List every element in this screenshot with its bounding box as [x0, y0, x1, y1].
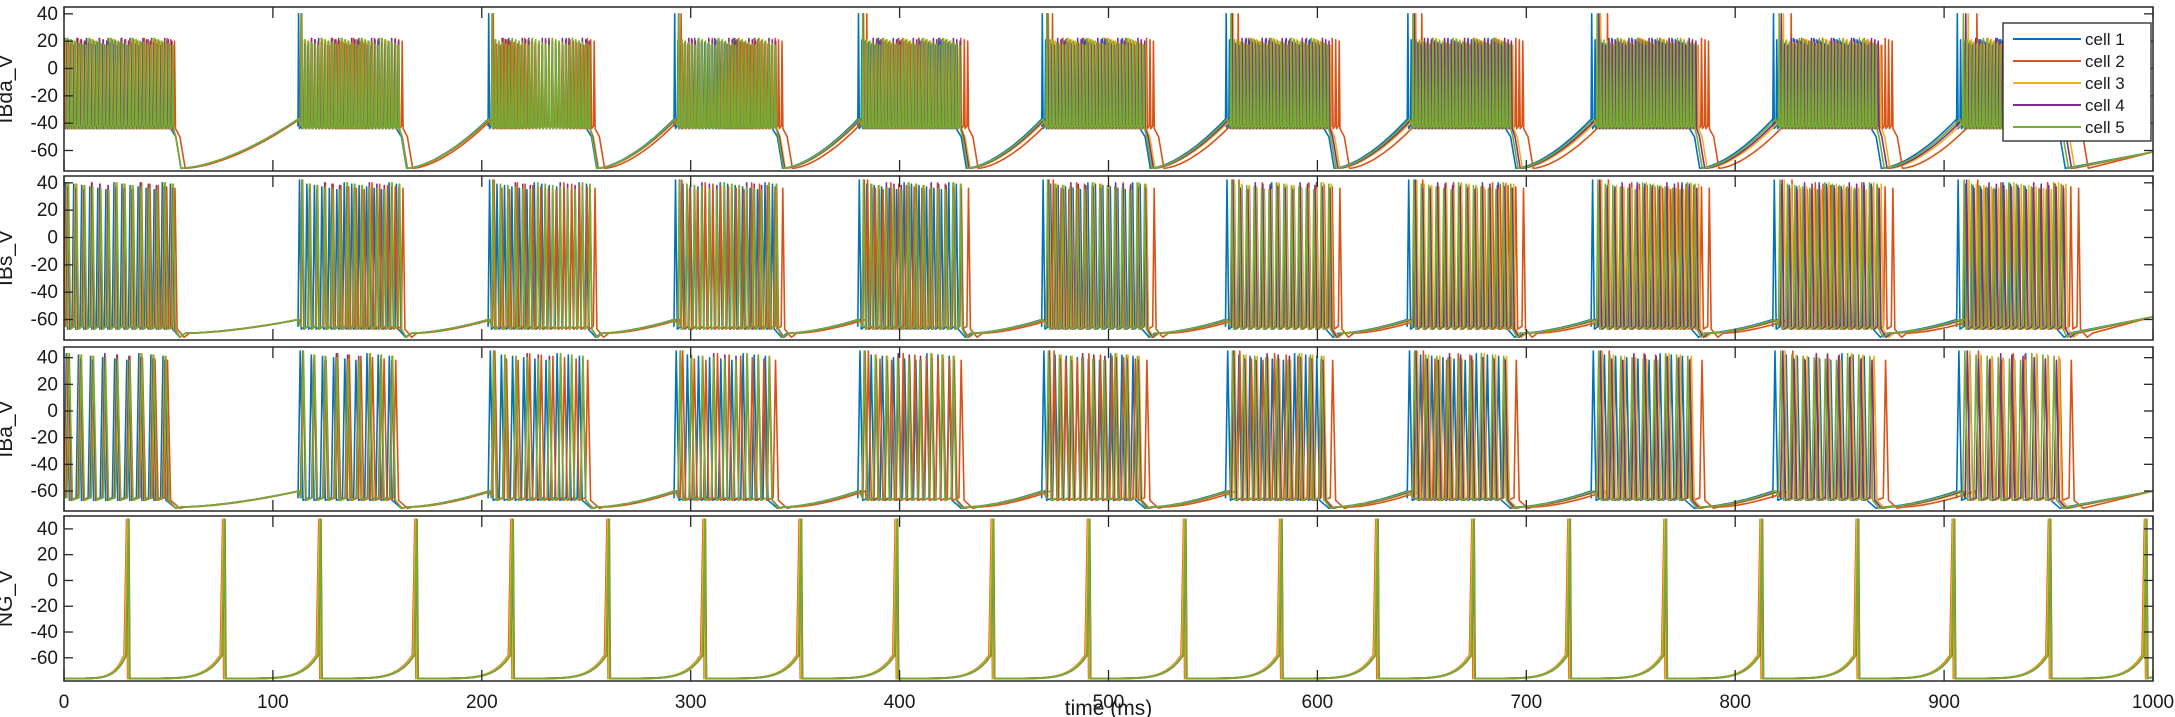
legend-entry: cell 3 — [2085, 74, 2125, 93]
x-tick-label: 900 — [1928, 692, 1960, 713]
y-tick-label: -20 — [31, 255, 58, 276]
panel-ibda-v: -60 -40 -20 0 20 40 IBda_V — [0, 4, 2154, 172]
legend-entry: cell 1 — [2085, 30, 2125, 49]
y-tick-label: 0 — [47, 401, 58, 422]
x-tick-label: 500 — [1093, 692, 1125, 713]
x-tick-label: 200 — [466, 692, 498, 713]
y-tick-label: -60 — [31, 481, 58, 502]
x-tick-label: 700 — [1510, 692, 1542, 713]
legend-entry: cell 5 — [2085, 118, 2125, 137]
y-tick-label: 20 — [37, 31, 58, 52]
y-tick-label: -60 — [31, 141, 58, 162]
x-tick-label: 100 — [257, 692, 289, 713]
trace-cell-5 — [64, 179, 2153, 339]
traces — [64, 13, 2153, 170]
y-axis-label: NG_V — [0, 570, 17, 627]
x-tick-label: 800 — [1719, 692, 1751, 713]
traces — [64, 179, 2153, 339]
y-axis-label: IBs_V — [0, 230, 17, 286]
legend-entry: cell 2 — [2085, 52, 2125, 71]
trace-cell-1 — [64, 518, 2153, 680]
y-tick-label: -20 — [31, 596, 58, 617]
x-tick-label: 400 — [884, 692, 916, 713]
panel-ibs-v: -60 -40 -20 0 20 40 IBs_V — [0, 173, 2154, 341]
y-tick-label: -20 — [31, 428, 58, 449]
x-tick-label: 0 — [59, 692, 70, 713]
y-axis-label: IBda_V — [0, 55, 17, 124]
traces — [64, 350, 2153, 510]
trace-cell-4 — [64, 518, 2153, 680]
y-tick-label: -60 — [31, 310, 58, 331]
trace-cell-5 — [64, 518, 2153, 680]
legend-entry: cell 4 — [2085, 96, 2125, 115]
y-tick-label: 40 — [37, 348, 58, 369]
y-tick-label: -40 — [31, 454, 58, 475]
y-tick-label: 40 — [37, 173, 58, 194]
traces — [64, 518, 2153, 680]
trace-cell-2 — [64, 518, 2153, 680]
y-tick-label: -40 — [31, 113, 58, 134]
x-tick-label: 300 — [675, 692, 707, 713]
y-tick-label: -40 — [31, 282, 58, 303]
axes-box — [63, 515, 2154, 682]
trace-cell-3 — [64, 518, 2153, 680]
trace-cell-5 — [64, 350, 2153, 510]
x-tick-label: 600 — [1302, 692, 1334, 713]
y-tick-label: -60 — [31, 648, 58, 669]
y-axis-label: IBa_V — [0, 400, 17, 457]
y-tick-label: 20 — [37, 200, 58, 221]
y-tick-label: -20 — [31, 86, 58, 107]
legend: cell 1 cell 2 cell 3 cell 4 cell 5 — [2002, 22, 2152, 142]
y-tick-label: 20 — [37, 545, 58, 566]
x-axis-label: time (ms) — [1065, 697, 1153, 717]
panels-group: -60-40-2002040IBda_V-60-40-2002040IBs_V-… — [0, 4, 2174, 713]
y-tick-label: 20 — [37, 374, 58, 395]
panel-ng-v: -60 -40 -20 0 20 40 NG_V — [0, 515, 2154, 682]
y-tick-label: 40 — [37, 4, 58, 25]
y-tick-label: 40 — [37, 519, 58, 540]
x-tick-label: 1000 — [2132, 692, 2174, 713]
y-tick-label: -40 — [31, 622, 58, 643]
y-tick-label: 0 — [47, 59, 58, 80]
y-tick-label: 0 — [47, 570, 58, 591]
y-tick-label: 0 — [47, 228, 58, 249]
panel-iba-v: -60 -40 -20 0 20 40 IBa_V — [0, 346, 2154, 512]
trace-cell-5 — [64, 13, 2153, 170]
